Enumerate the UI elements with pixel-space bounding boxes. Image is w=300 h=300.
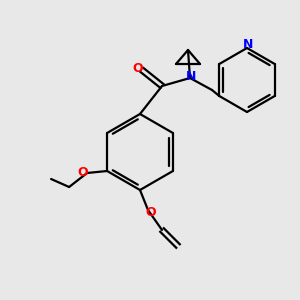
Text: O: O (146, 206, 156, 220)
Text: N: N (186, 70, 196, 83)
Text: N: N (243, 38, 253, 52)
Text: O: O (78, 167, 88, 179)
Text: O: O (133, 61, 143, 74)
